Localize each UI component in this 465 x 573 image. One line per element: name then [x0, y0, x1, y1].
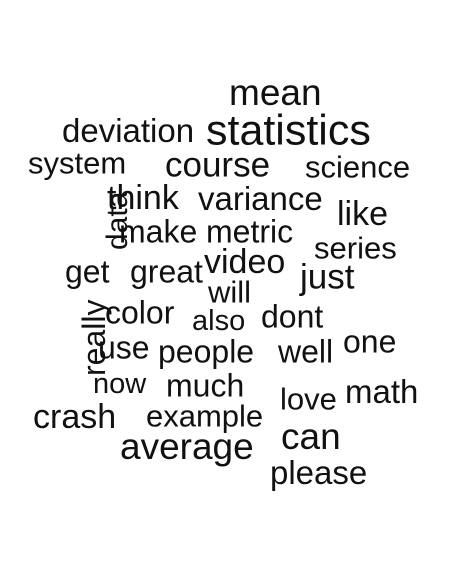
word-dont: dont [261, 298, 324, 335]
word-deviation: deviation [62, 111, 195, 149]
word-love: love [280, 381, 337, 417]
word-can: can [281, 415, 341, 457]
word-make: make [119, 213, 198, 250]
word-also: also [192, 304, 246, 337]
word-great: great [130, 253, 203, 290]
word-one: one [343, 323, 397, 360]
word-crash: crash [33, 398, 117, 437]
word-math: math [345, 372, 419, 410]
word-metric: metric [206, 213, 294, 250]
word-example: example [146, 398, 264, 434]
word-video: video [204, 243, 286, 282]
word-statistics: statistics [206, 106, 371, 155]
word-use: use [98, 329, 150, 366]
word-color: color [105, 294, 175, 331]
word-series: series [314, 230, 397, 266]
word-much: much [166, 367, 245, 404]
word-please: please [270, 453, 368, 491]
word-average: average [120, 425, 254, 467]
word-well: well [278, 333, 334, 370]
word-now: now [93, 367, 147, 400]
word-will: will [208, 274, 252, 310]
word-mean: mean [229, 71, 322, 113]
word-system: system [28, 145, 127, 181]
word-science: science [305, 149, 411, 185]
word-variance: variance [198, 179, 323, 217]
word-like: like [337, 195, 389, 234]
word-course: course [165, 145, 271, 185]
word-people: people [158, 333, 255, 370]
word-think: think [107, 179, 179, 218]
word-just: just [300, 257, 355, 297]
word-get: get [65, 253, 110, 290]
